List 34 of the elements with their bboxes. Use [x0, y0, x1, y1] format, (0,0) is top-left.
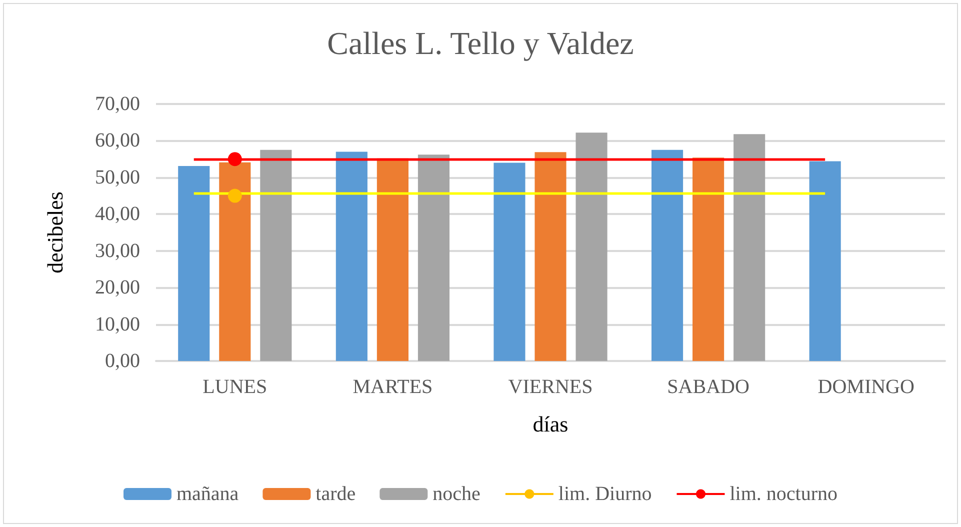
bar [692, 158, 724, 361]
bar [376, 158, 408, 361]
x-tick-label: VIERNES [508, 376, 593, 398]
y-tick-label: 10,00 [95, 313, 140, 336]
x-tick-label: LUNES [202, 376, 268, 398]
legend-label: lim. nocturno [730, 483, 838, 505]
bar [178, 166, 210, 361]
bar [418, 154, 450, 361]
bar [260, 150, 292, 361]
y-tick-label: 30,00 [95, 240, 140, 262]
bar [336, 152, 368, 361]
y-tick-label: 60,00 [95, 130, 140, 152]
bar [534, 152, 566, 361]
y-tick-label: 20,00 [95, 276, 140, 299]
bar [651, 150, 684, 361]
bar [809, 161, 841, 361]
legend-label: noche [432, 483, 481, 505]
x-tick-label: SABADO [667, 376, 750, 398]
bar [219, 162, 251, 361]
y-tick-label: 0,00 [105, 350, 140, 372]
legend-label: lim. Diurno [558, 483, 652, 505]
legend-label: tarde [316, 483, 356, 505]
chart-title: Calles L. Tello y Valdez [327, 25, 634, 61]
y-tick-label: 70,00 [95, 93, 140, 115]
bar [494, 162, 526, 361]
x-axis-title: días [532, 412, 568, 436]
y-axis-title: decibeles [42, 192, 68, 274]
x-tick-label: MARTES [352, 376, 433, 398]
y-tick-label: 50,00 [95, 166, 140, 188]
bar [576, 132, 608, 361]
y-tick-label: 40,00 [95, 203, 140, 226]
bar [734, 134, 766, 361]
legend-label: mañana [176, 483, 239, 505]
x-tick-label: DOMINGO [818, 376, 914, 398]
